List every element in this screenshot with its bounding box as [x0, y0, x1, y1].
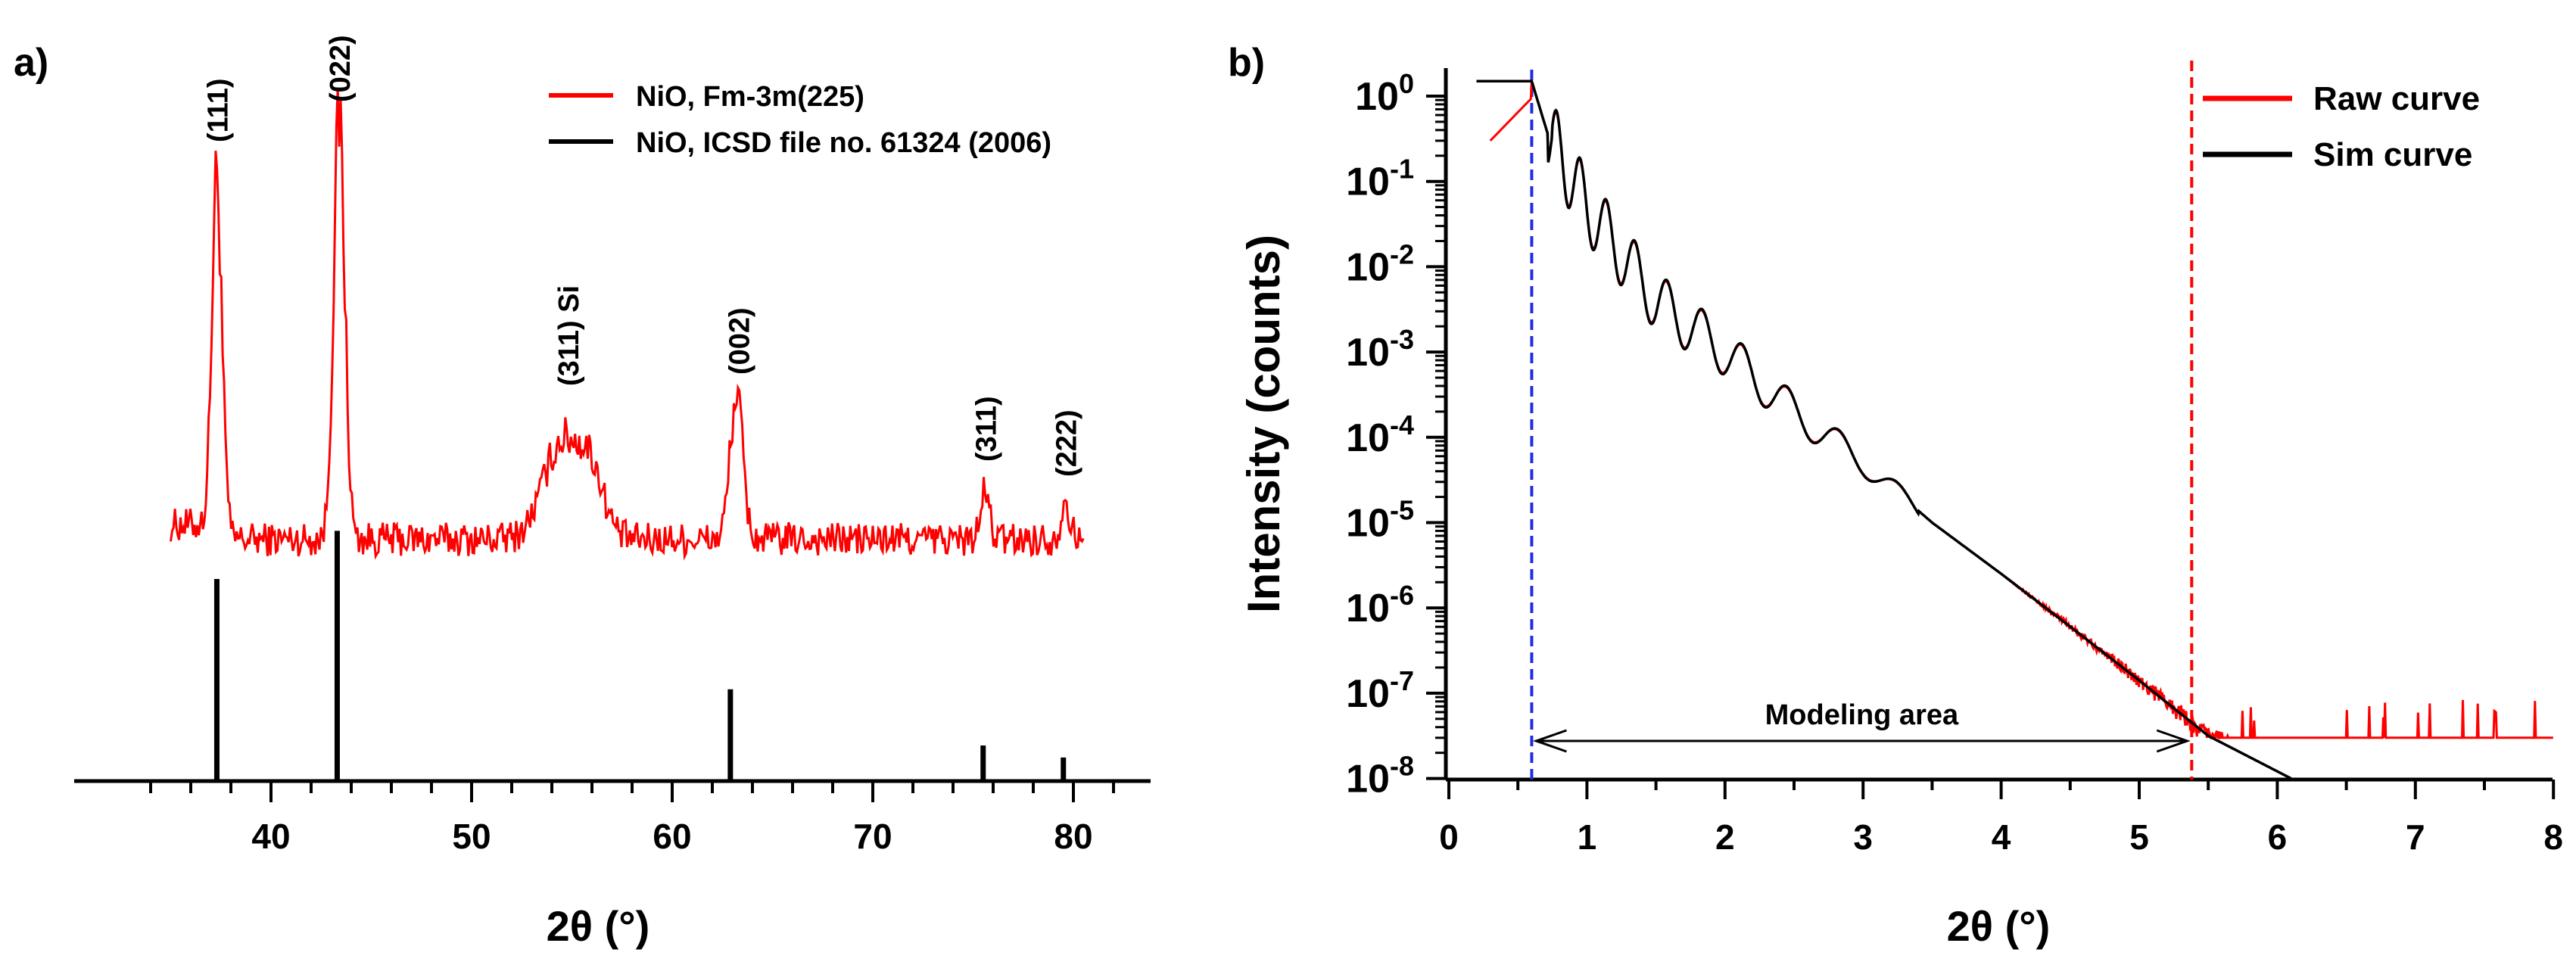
- peak-label: (111): [202, 78, 234, 142]
- panel-b-x-tick-labels: 0 1 2 3 4 5 6 7 8: [1439, 817, 2563, 857]
- modeling-area-annotation: Modeling area: [1532, 699, 2191, 753]
- y-tick-label: 100: [1355, 68, 1414, 119]
- x-tick-label: 8: [2543, 817, 2563, 857]
- y-tick-label: 10-5: [1346, 495, 1414, 546]
- panel-b: b) 0 1 2 3 4 5 6 7 8 100 10-1 10-2 10-3 10-4 10-5 10-6…: [1228, 41, 2563, 950]
- modeling-area-arrowhead-left: [1532, 729, 1567, 753]
- peak-label: (311) Si: [553, 285, 585, 386]
- x-tick-label: 6: [2268, 817, 2288, 857]
- y-tick-label: 10-8: [1346, 751, 1414, 801]
- peak-label: (222): [1051, 409, 1082, 477]
- panel-b-raw-curve-line: [1489, 80, 2553, 740]
- x-tick-label: 70: [853, 817, 892, 856]
- y-tick-label: 10-4: [1346, 409, 1414, 460]
- legend-label-nio-icsd: NiO, ICSD file no. 61324 (2006): [636, 127, 1051, 159]
- legend-label-sim-curve: Sim curve: [2313, 136, 2472, 173]
- panel-b-y-label: Intensity (counts): [1238, 235, 1289, 613]
- panel-a-ticks: [149, 781, 1115, 802]
- panel-a-x-label: 2θ (°): [547, 902, 650, 950]
- panel-a-label: a): [14, 41, 48, 85]
- x-tick-label: 4: [1992, 817, 2011, 857]
- x-tick-label: 7: [2406, 817, 2425, 857]
- panel-a-legend: NiO, Fm-3m(225) NiO, ICSD file no. 61324…: [549, 81, 1051, 159]
- modeling-area-label: Modeling area: [1765, 699, 1959, 731]
- panel-b-y-tick-labels: 100 10-1 10-2 10-3 10-4 10-5 10-6 10-7 10-8: [1346, 68, 1414, 801]
- panel-a-raw-pattern-line: [170, 87, 1085, 561]
- panel-a-peak-labels: (111) (022) (311) Si (002) (311) (222): [202, 35, 1082, 477]
- peak-label: (022): [325, 35, 357, 102]
- panel-b-sim-curve-line: [1476, 79, 2292, 780]
- x-tick-label: 2: [1715, 817, 1735, 857]
- y-tick-label: 10-6: [1346, 580, 1414, 630]
- x-tick-label: 80: [1054, 817, 1092, 856]
- x-tick-label: 40: [251, 817, 290, 856]
- x-tick-label: 0: [1439, 817, 1459, 857]
- x-tick-label: 1: [1578, 817, 1597, 857]
- x-tick-label: 60: [653, 817, 691, 856]
- panel-b-ticks: [1426, 95, 2556, 799]
- panel-b-label: b): [1228, 41, 1265, 85]
- panel-b-x-label: 2θ (°): [1947, 902, 2051, 950]
- legend-label-raw-curve: Raw curve: [2313, 80, 2480, 117]
- y-tick-label: 10-2: [1346, 238, 1414, 289]
- y-tick-label: 10-3: [1346, 324, 1414, 375]
- peak-label: (002): [724, 307, 755, 375]
- x-tick-label: 3: [1853, 817, 1873, 857]
- peak-label: (311): [970, 396, 1002, 462]
- legend-label-nio-fm3m: NiO, Fm-3m(225): [636, 81, 864, 113]
- panel-a: a) 40 50 60 70 80 2θ (°) (111)(022)(311) Si(…: [14, 35, 1151, 950]
- y-tick-label: 10-7: [1346, 665, 1414, 716]
- x-tick-label: 5: [2129, 817, 2149, 857]
- panel-a-reference-sticks: [213, 531, 1067, 780]
- panel-b-legend: Raw curve Sim curve: [2203, 80, 2480, 173]
- y-tick-label: 10-1: [1346, 154, 1414, 204]
- modeling-area-arrowhead-right: [2156, 729, 2191, 753]
- x-tick-label: 50: [452, 817, 491, 856]
- panel-a-tick-labels: 40 50 60 70 80: [251, 817, 1092, 856]
